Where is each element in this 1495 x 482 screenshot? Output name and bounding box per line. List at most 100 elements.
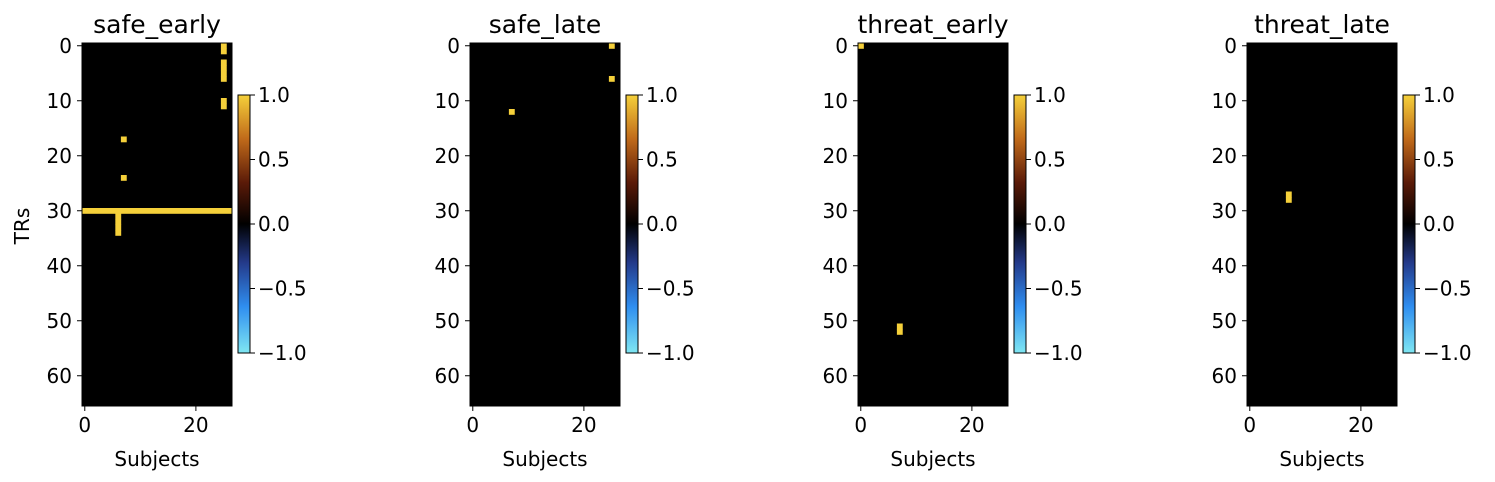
heatmap-image	[470, 43, 620, 406]
colorbar-tick-label: −1.0	[1423, 341, 1472, 365]
heatmap-cell	[608, 43, 615, 49]
heatmap-cell	[1285, 191, 1292, 198]
colorbar	[238, 95, 250, 353]
y-tick-label: 40	[47, 254, 72, 278]
x-tick-label: 0	[78, 413, 91, 437]
heatmap-cell	[220, 59, 227, 66]
colorbar-tick-label: −0.5	[258, 277, 307, 301]
y-tick-label: 20	[1212, 144, 1237, 168]
y-tick-label: 10	[1212, 89, 1237, 113]
axis-frame	[469, 42, 621, 407]
heatmap-cell	[115, 219, 122, 225]
y-tick-label: 50	[47, 309, 72, 333]
heatmap-cell	[120, 136, 127, 143]
y-tick-label: 0	[835, 34, 848, 58]
colorbar	[626, 95, 638, 353]
y-tick-label: 0	[447, 34, 460, 58]
heatmap-cell	[858, 43, 864, 49]
colorbar-tick-label: 0.5	[1423, 148, 1455, 172]
y-tick-label: 20	[823, 144, 848, 168]
colorbar-tick-label: 0.0	[258, 212, 290, 236]
x-tick-label: 0	[1243, 413, 1256, 437]
y-tick-label: 30	[823, 199, 848, 223]
heatmap-cell	[608, 76, 615, 82]
y-tick-label: 30	[1212, 199, 1237, 223]
panel-title: threat_late	[1254, 10, 1390, 39]
colorbar	[1014, 95, 1026, 353]
x-tick-label: 20	[1348, 413, 1373, 437]
y-tick-label: 10	[823, 89, 848, 113]
heatmap-cell	[220, 65, 227, 71]
y-tick-label: 60	[823, 364, 848, 388]
panel-safe_late: safe_late 0 10 20 30 40 50 60 0 20 Subjects 1.0 0.5 0…	[435, 10, 695, 471]
x-axis-label: Subjects	[114, 447, 199, 471]
figure-ylabel: TRs	[10, 208, 34, 246]
y-tick-label: 60	[1212, 364, 1237, 388]
x-axis-label: Subjects	[1279, 447, 1364, 471]
heatmap-cell	[120, 175, 127, 181]
heatmap-image	[1247, 43, 1397, 406]
x-tick-label: 20	[183, 413, 208, 437]
colorbar-tick-label: 1.0	[1423, 83, 1455, 107]
colorbar-tick-label: 0.5	[1034, 148, 1066, 172]
colorbar-tick-label: −1.0	[1034, 341, 1083, 365]
axis-frame	[1246, 42, 1398, 407]
y-tick-label: 10	[435, 89, 460, 113]
colorbar-tick-label: −1.0	[646, 341, 695, 365]
y-tick-label: 0	[1224, 34, 1237, 58]
colorbar-tick-label: −0.5	[1423, 277, 1472, 301]
heatmap-cell	[220, 98, 227, 104]
x-tick-label: 20	[571, 413, 596, 437]
heatmap-cell	[896, 323, 903, 330]
y-tick-label: 50	[823, 309, 848, 333]
y-tick-label: 40	[435, 254, 460, 278]
heatmap-cell	[220, 70, 227, 77]
heatmap-cell	[896, 329, 903, 335]
y-tick-label: 40	[823, 254, 848, 278]
y-tick-label: 20	[435, 144, 460, 168]
heatmap-image	[82, 43, 232, 406]
colorbar-tick-label: 0.0	[646, 212, 678, 236]
colorbar-tick-label: −0.5	[646, 277, 695, 301]
panel-title: safe_early	[93, 10, 221, 39]
colorbar-tick-label: −0.5	[1034, 277, 1083, 301]
colorbar-tick-label: 0.0	[1423, 212, 1455, 236]
colorbar-tick-label: 0.5	[646, 148, 678, 172]
panel-threat_early: threat_early 0 10 20 30 40 50 60 0 20 Subjects 1.0 0…	[823, 10, 1083, 471]
y-tick-label: 20	[47, 144, 72, 168]
y-tick-label: 40	[1212, 254, 1237, 278]
colorbar	[1403, 95, 1415, 353]
colorbar-tick-label: −1.0	[258, 341, 307, 365]
heatmap-cell	[115, 230, 122, 236]
heatmap-cell	[82, 208, 232, 214]
panel-threat_late: threat_late 0 10 20 30 40 50 60 0 20 Subjects 1.0 0.…	[1212, 10, 1472, 471]
heatmap-cell	[220, 103, 227, 110]
heatmap-cell	[115, 224, 122, 231]
x-tick-label: 20	[959, 413, 984, 437]
axis-frame	[857, 42, 1009, 407]
colorbar-tick-label: 0.5	[258, 148, 290, 172]
panel-safe_early: safe_early 0 10 20 30 40 50 60 0 20 Subjects 1.0 0.5…	[47, 10, 307, 471]
x-tick-label: 0	[466, 413, 479, 437]
heatmap-cell	[115, 213, 122, 220]
panel-title: safe_late	[489, 10, 601, 39]
colorbar-tick-label: 1.0	[646, 83, 678, 107]
y-tick-label: 60	[47, 364, 72, 388]
y-tick-label: 30	[47, 199, 72, 223]
heatmap-cell	[220, 48, 227, 55]
x-axis-label: Subjects	[502, 447, 587, 471]
y-tick-label: 30	[435, 199, 460, 223]
panel-title: threat_early	[857, 10, 1008, 39]
y-tick-label: 10	[47, 89, 72, 113]
heatmap-cell	[220, 76, 227, 82]
heatmap-image	[858, 43, 1008, 406]
y-tick-label: 50	[1212, 309, 1237, 333]
colorbar-tick-label: 1.0	[258, 83, 290, 107]
colorbar-tick-label: 1.0	[1034, 83, 1066, 107]
heatmap-cell	[220, 43, 227, 49]
y-tick-label: 50	[435, 309, 460, 333]
y-tick-label: 0	[59, 34, 72, 58]
heatmap-cell	[1285, 197, 1292, 203]
heatmap-cell	[508, 109, 515, 115]
x-tick-label: 0	[854, 413, 867, 437]
